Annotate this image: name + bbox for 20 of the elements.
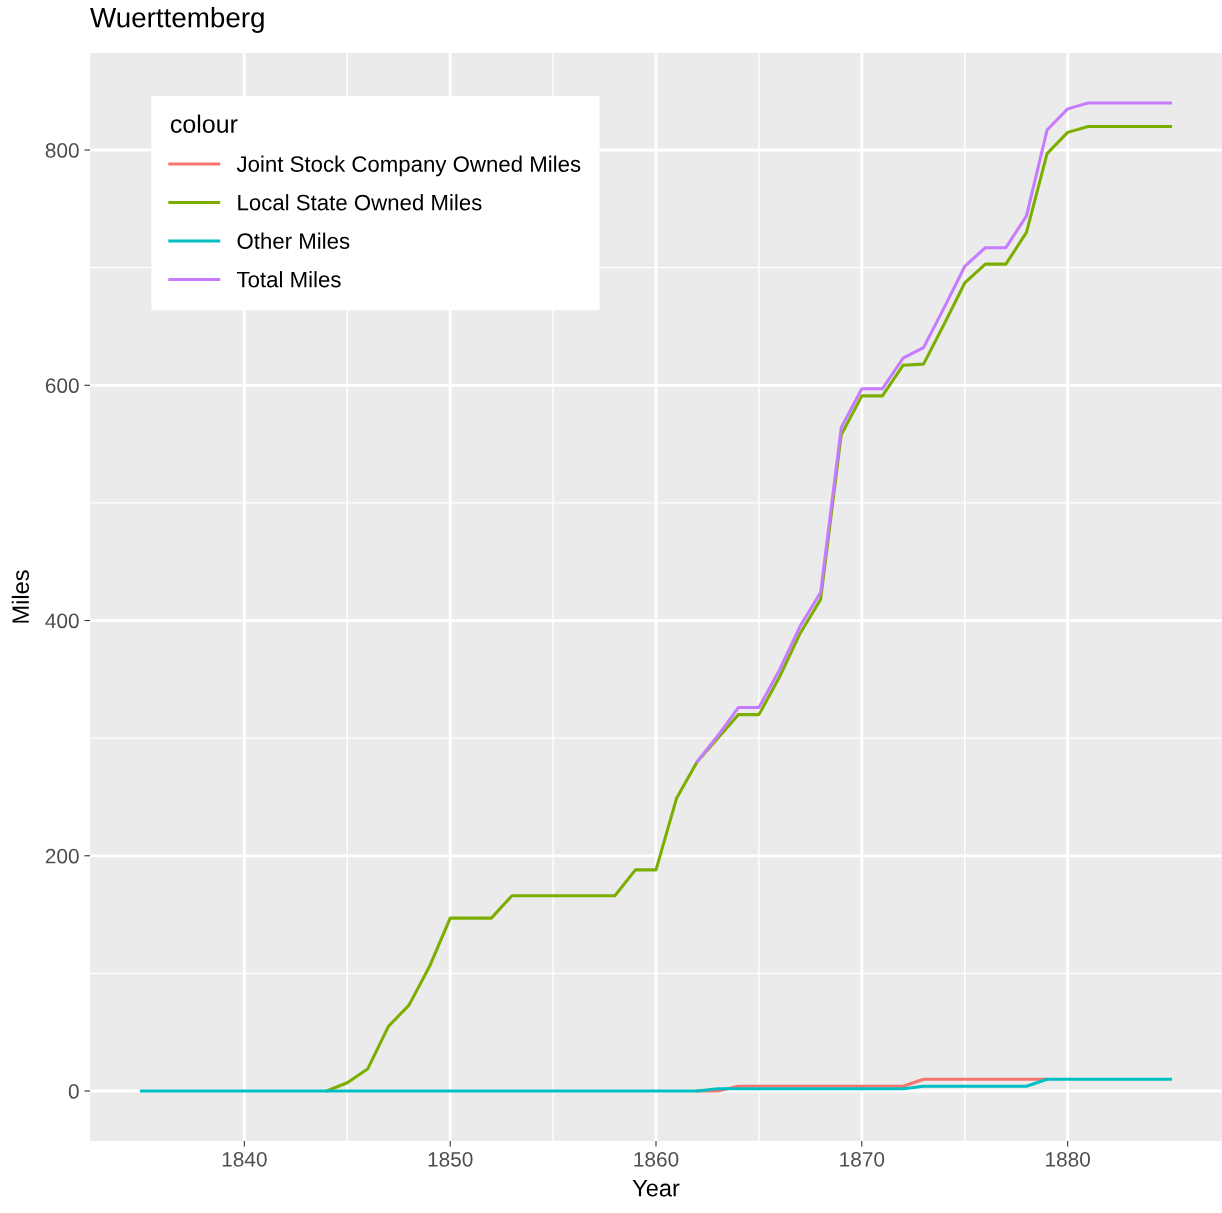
- y-tick-label: 200: [45, 848, 79, 864]
- legend-label: Total Miles: [237, 271, 341, 288]
- y-axis-title: Miles: [11, 570, 30, 623]
- legend-label: Joint Stock Company Owned Miles: [236, 155, 581, 177]
- legend-label: Local State Owned Miles: [238, 194, 482, 211]
- x-tick-label: 1870: [840, 1151, 885, 1167]
- line-series: [695, 101, 1173, 764]
- line-series: [139, 1077, 1173, 1093]
- y-tick-label: 400: [45, 613, 79, 629]
- legend-label: Other Miles: [237, 232, 350, 249]
- y-tick-label: 600: [45, 378, 79, 394]
- y-tick-label: 800: [45, 143, 79, 158]
- x-tick-label: 1840: [222, 1151, 267, 1167]
- x-axis-title: Year: [632, 1180, 680, 1197]
- legend-title: colour: [170, 114, 238, 133]
- x-tick-label: 1850: [428, 1151, 473, 1167]
- chart-title: Wuerttemberg: [90, 7, 264, 33]
- x-tick-label: 1880: [1046, 1151, 1090, 1167]
- y-tick-label: 0: [68, 1084, 79, 1099]
- x-tick-label: 1860: [634, 1151, 679, 1167]
